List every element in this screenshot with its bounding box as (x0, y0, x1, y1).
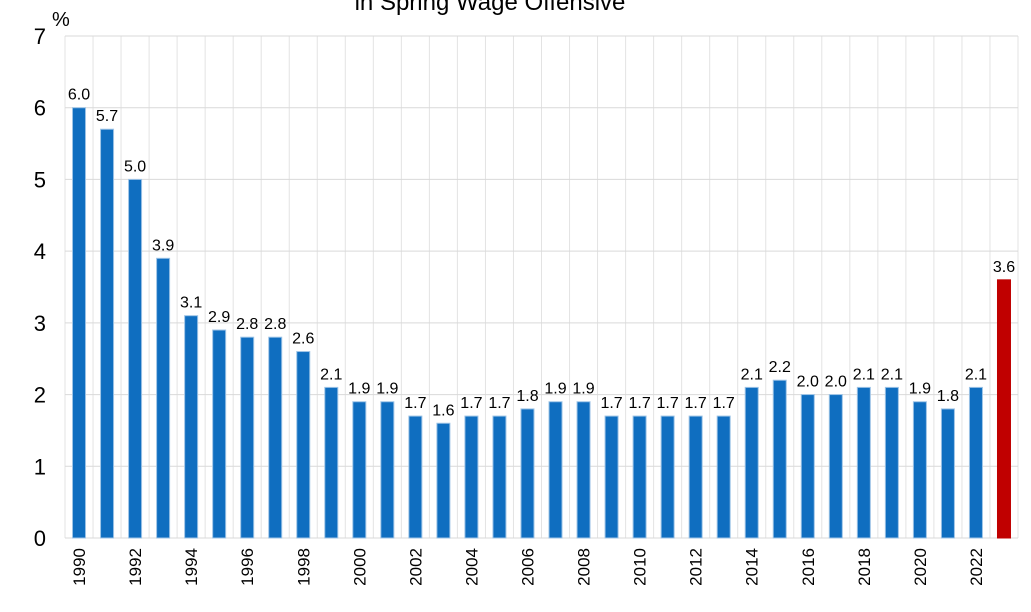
data-label: 1.7 (460, 395, 482, 412)
y-tick-label: 2 (34, 383, 46, 408)
data-label: 2.1 (853, 366, 875, 383)
bar (324, 386, 339, 539)
y-unit: % (52, 9, 70, 31)
x-tick-label: 2020 (911, 548, 930, 586)
y-tick-label: 6 (34, 96, 46, 121)
data-label: 1.7 (488, 395, 510, 412)
bar (380, 401, 395, 539)
data-label: 1.7 (600, 395, 622, 412)
data-label: 2.2 (769, 359, 791, 376)
bar (828, 394, 843, 539)
bar (912, 401, 927, 539)
y-tick-label: 4 (34, 239, 46, 264)
x-tick-label: 2012 (687, 548, 706, 586)
bar (436, 422, 451, 539)
data-label: 1.8 (516, 388, 538, 405)
bar (632, 415, 647, 539)
data-label: 2.8 (236, 316, 258, 333)
bar (744, 386, 759, 539)
bar (800, 394, 815, 539)
data-label: 1.7 (713, 395, 735, 412)
bar (688, 415, 703, 539)
chart-title: in Spring Wage Offensive (355, 0, 626, 16)
data-label: 1.9 (572, 381, 594, 398)
bar (492, 415, 507, 539)
x-tick-label: 2018 (855, 548, 874, 586)
data-label: 1.7 (628, 395, 650, 412)
bar (576, 401, 591, 539)
data-label: 2.1 (741, 366, 763, 383)
data-label: 1.7 (404, 395, 426, 412)
bar (940, 408, 955, 539)
bar (408, 415, 423, 539)
data-label: 2.8 (264, 316, 286, 333)
bar (464, 415, 479, 539)
y-tick-label: 0 (34, 526, 46, 551)
bar (184, 315, 199, 539)
data-label: 1.9 (544, 381, 566, 398)
x-tick-label: 2000 (350, 548, 369, 586)
y-tick-label: 5 (34, 167, 46, 192)
x-tick-label: 1994 (182, 548, 201, 586)
bar (856, 386, 871, 539)
y-tick-label: 7 (34, 24, 46, 49)
bar (100, 128, 115, 539)
bar (604, 415, 619, 539)
bar (240, 336, 255, 539)
data-label: 2.6 (292, 331, 314, 348)
x-tick-label: 2006 (518, 548, 537, 586)
data-label: 2.9 (208, 309, 230, 326)
bar (968, 386, 983, 539)
x-tick-label: 2014 (743, 548, 762, 586)
data-label: 5.0 (124, 158, 146, 175)
x-tick-label: 1996 (238, 548, 257, 586)
bar (296, 351, 311, 539)
bar (996, 279, 1011, 539)
bar (156, 257, 171, 539)
bar (72, 107, 87, 539)
x-tick-label: 1992 (126, 548, 145, 586)
x-tick-label: 2008 (575, 548, 594, 586)
data-label: 3.6 (993, 259, 1015, 276)
x-tick-label: 2016 (799, 548, 818, 586)
bar (884, 386, 899, 539)
x-tick-label: 2002 (406, 548, 425, 586)
data-label: 1.7 (657, 395, 679, 412)
bar (212, 329, 227, 539)
data-label: 6.0 (68, 87, 90, 104)
data-label: 5.7 (96, 108, 118, 125)
y-tick-label: 1 (34, 454, 46, 479)
data-label: 2.0 (797, 374, 819, 391)
bar (352, 401, 367, 539)
data-label: 2.0 (825, 374, 847, 391)
data-label: 1.6 (432, 402, 454, 419)
x-tick-label: 2022 (967, 548, 986, 586)
data-label: 3.9 (152, 237, 174, 254)
data-label: 1.9 (348, 381, 370, 398)
x-tick-label: 1998 (294, 548, 313, 586)
data-label: 2.1 (965, 366, 987, 383)
y-tick-label: 3 (34, 311, 46, 336)
data-label: 2.1 (881, 366, 903, 383)
bar (660, 415, 675, 539)
x-tick-label: 2010 (631, 548, 650, 586)
data-label: 1.8 (937, 388, 959, 405)
bar (520, 408, 535, 539)
bar (772, 379, 787, 539)
bar (128, 178, 143, 539)
x-tick-label: 1990 (70, 548, 89, 586)
bar (268, 336, 283, 539)
data-label: 1.9 (909, 381, 931, 398)
bar (716, 415, 731, 539)
data-label: 1.7 (685, 395, 707, 412)
bar (548, 401, 563, 539)
data-label: 1.9 (376, 381, 398, 398)
x-tick-label: 2004 (462, 548, 481, 586)
data-label: 2.1 (320, 366, 342, 383)
data-label: 3.1 (180, 295, 202, 312)
